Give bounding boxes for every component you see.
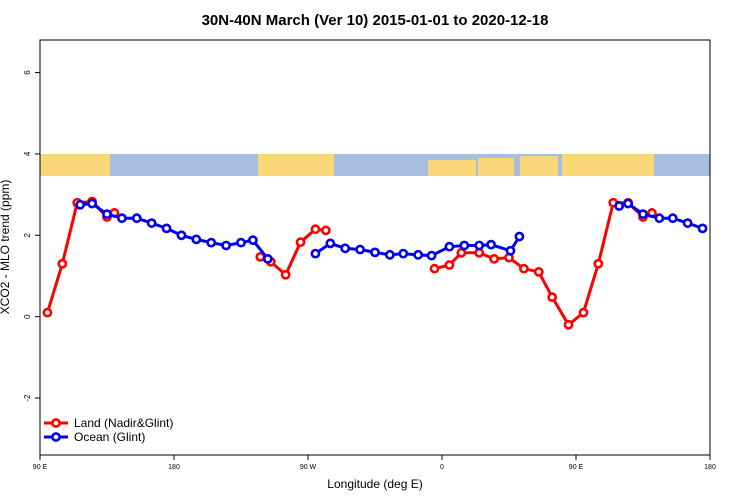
legend-label: Ocean (Glint)	[74, 430, 145, 444]
data-point	[697, 223, 708, 234]
data-point	[161, 223, 172, 234]
x-tick-label: 0	[440, 464, 444, 471]
x-axis-label: Longitude (deg E)	[327, 477, 422, 491]
data-point	[191, 234, 202, 245]
land-band	[428, 160, 476, 176]
x-tick-label: 90 E	[569, 464, 584, 471]
data-point	[638, 209, 648, 220]
land-band	[258, 154, 334, 176]
data-point	[310, 248, 321, 259]
data-point	[116, 213, 127, 224]
data-point	[320, 225, 331, 236]
data-point	[248, 235, 258, 246]
land-band	[478, 158, 514, 176]
land-band	[562, 154, 654, 176]
data-point	[444, 241, 455, 252]
data-point	[593, 258, 604, 269]
y-tick-label: -2	[23, 394, 32, 402]
data-point	[459, 240, 470, 251]
data-point	[75, 199, 86, 210]
data-point	[667, 213, 678, 224]
x-tick-label: 180	[704, 464, 716, 471]
data-point	[87, 198, 98, 209]
data-point	[563, 319, 574, 330]
data-point	[206, 237, 217, 248]
data-point	[444, 260, 455, 270]
data-point	[280, 269, 291, 280]
y-tick-label: 2	[23, 233, 32, 238]
series-line	[434, 201, 653, 328]
data-point	[325, 238, 336, 249]
x-tick-label: 180	[168, 464, 180, 471]
map-strip	[40, 154, 710, 176]
data-point	[623, 198, 634, 209]
data-point	[614, 201, 625, 211]
x-tick-label: 90 W	[300, 464, 317, 471]
data-point	[57, 258, 68, 269]
data-point	[547, 292, 558, 303]
data-point	[514, 231, 525, 242]
data-point	[505, 245, 516, 256]
data-point	[340, 243, 351, 254]
data-point	[474, 240, 485, 251]
land-band	[40, 154, 110, 176]
legend-marker	[51, 432, 61, 442]
data-point	[370, 247, 380, 258]
data-point	[102, 209, 112, 220]
y-tick-label: 6	[23, 70, 32, 75]
land-band	[520, 156, 558, 176]
data-point	[262, 253, 273, 264]
chart-title: 30N-40N March (Ver 10) 2015-01-01 to 202…	[202, 12, 549, 29]
data-point	[426, 250, 437, 261]
legend-label: Land (Nadir&Glint)	[74, 416, 173, 430]
data-point	[131, 213, 142, 224]
data-point	[429, 263, 440, 274]
data-point	[146, 218, 157, 228]
data-point	[654, 213, 665, 224]
data-point	[413, 249, 424, 260]
data-point	[295, 237, 306, 248]
plot-frame	[39, 39, 711, 456]
data-point	[384, 249, 395, 260]
data-point	[533, 267, 544, 277]
data-point	[310, 224, 321, 235]
data-point	[176, 230, 187, 241]
legend-marker	[51, 418, 61, 428]
y-tick-label: 0	[23, 314, 32, 319]
data-point	[486, 239, 497, 250]
x-tick-label: 90 E	[33, 464, 48, 471]
data-point	[221, 240, 232, 251]
data-point	[236, 237, 246, 248]
y-axis-label: XCO2 - MLO trend (ppm)	[0, 180, 12, 315]
data-point	[518, 263, 529, 274]
y-tick-label: 4	[23, 151, 32, 156]
data-point	[578, 307, 589, 318]
data-point	[489, 253, 500, 264]
data-point	[398, 248, 409, 259]
data-point	[355, 244, 366, 255]
data-point	[42, 307, 53, 318]
data-point	[682, 218, 693, 228]
